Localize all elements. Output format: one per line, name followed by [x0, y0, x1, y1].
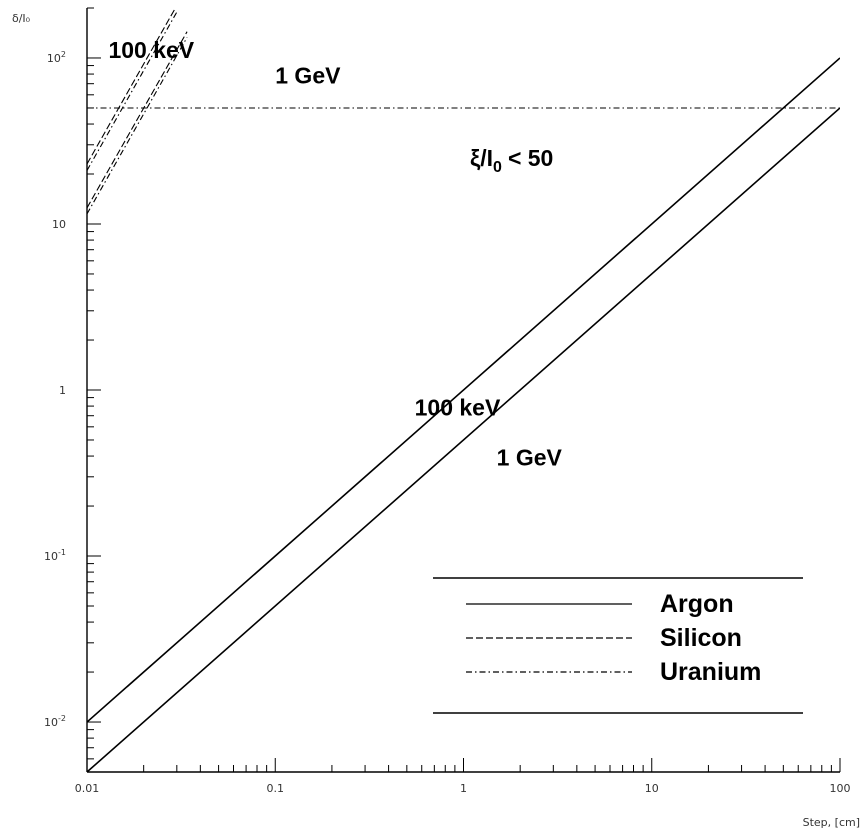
- annotation-layer: 100 keV 1 GeV 100 keV 1 GeV: [108, 37, 562, 471]
- y-tick-base: 10: [47, 52, 61, 65]
- series-line-argon-0: [87, 57, 840, 723]
- x-tick-label: 1: [460, 782, 467, 795]
- y-tick-base: 1: [59, 384, 66, 397]
- series-line-argon-1: [87, 107, 840, 772]
- x-tick-label: 10: [645, 782, 659, 795]
- y-tick-exponent: -2: [58, 714, 66, 723]
- x-tick-label: 100: [830, 782, 851, 795]
- y-tick-label: 10-2: [44, 714, 66, 729]
- series-line-silicon-2: [87, 8, 177, 165]
- y-tick-base: 10: [44, 716, 58, 729]
- y-tick-exponent: 2: [61, 50, 66, 59]
- series-line-uranium-4: [87, 11, 178, 171]
- y-tick-base: 10: [44, 550, 58, 563]
- y-tick-label: 10-1: [44, 548, 66, 563]
- legend: Argon Silicon Uranium: [433, 577, 803, 714]
- y-tick-exponent: -1: [58, 548, 66, 557]
- y-tick-label: 10: [52, 218, 66, 231]
- legend-label-uranium: Uranium: [660, 658, 761, 686]
- x-axis-label: Step, [cm]: [803, 816, 860, 829]
- series-line-uranium-5: [87, 37, 188, 215]
- curve-annotation: 100 keV: [108, 37, 194, 63]
- y-tick-label: 102: [47, 50, 66, 65]
- curve-annotation: 1 GeV: [497, 445, 563, 471]
- series-line-silicon-3: [87, 31, 188, 209]
- threshold-symbol: ξ/I: [470, 145, 493, 171]
- y-axis-label: δ/I₀: [12, 12, 31, 25]
- series-layer: [87, 8, 840, 772]
- threshold-label: ξ/I0 < 50: [470, 145, 553, 176]
- curve-annotation: 100 keV: [415, 395, 501, 421]
- x-tick-label: 0.01: [75, 782, 100, 795]
- legend-label-silicon: Silicon: [660, 624, 742, 652]
- curve-annotation: 1 GeV: [275, 63, 341, 89]
- legend-label-argon: Argon: [660, 590, 734, 618]
- threshold-layer: ξ/I0 < 50: [87, 107, 840, 176]
- threshold-value: < 50: [508, 145, 553, 171]
- y-tick-label: 1: [59, 384, 66, 397]
- y-tick-base: 10: [52, 218, 66, 231]
- x-tick-label: 0.1: [267, 782, 285, 795]
- threshold-subscript: 0: [493, 159, 502, 176]
